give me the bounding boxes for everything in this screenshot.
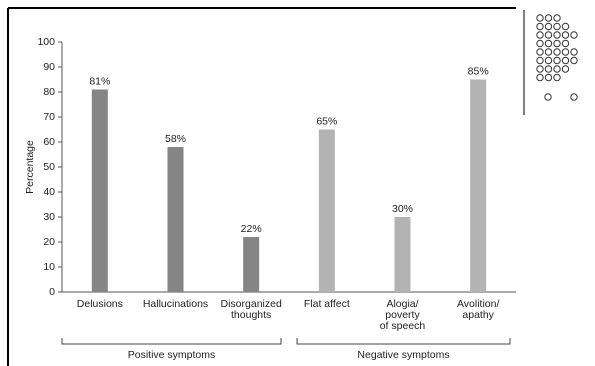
dot — [554, 66, 560, 72]
bar — [92, 90, 108, 293]
dot — [571, 57, 577, 63]
x-tick-label: of speech — [380, 320, 426, 332]
y-axis-label: Percentage — [24, 140, 36, 194]
dot — [545, 49, 551, 55]
value-label: 22% — [241, 223, 262, 235]
bar — [395, 217, 411, 292]
dot — [571, 32, 577, 38]
dot — [562, 49, 568, 55]
dot — [537, 74, 543, 80]
dot — [554, 23, 560, 29]
dot — [537, 32, 543, 38]
dot — [537, 40, 543, 46]
dot — [545, 57, 551, 63]
value-label: 81% — [89, 75, 110, 87]
dot — [537, 57, 543, 63]
value-label: 65% — [316, 115, 337, 127]
x-tick-label: apathy — [462, 309, 494, 321]
dot — [545, 40, 551, 46]
group-bracket — [62, 338, 281, 344]
y-tick-label: 50 — [43, 161, 55, 173]
dot — [562, 32, 568, 38]
dot — [545, 94, 551, 100]
value-label: 85% — [468, 65, 489, 77]
dot — [562, 57, 568, 63]
dot — [554, 74, 560, 80]
x-tick-label: Flat affect — [304, 298, 350, 310]
y-tick-label: 80 — [43, 86, 55, 98]
dot — [537, 66, 543, 72]
y-tick-label: 10 — [43, 261, 55, 273]
y-tick-label: 100 — [37, 36, 55, 48]
dot — [545, 15, 551, 21]
dot — [537, 49, 543, 55]
dot — [545, 23, 551, 29]
bar — [243, 237, 259, 292]
x-tick-label: thoughts — [231, 309, 271, 321]
bar — [168, 147, 184, 292]
slide: Percentage 0 10 20 30 40 50 60 70 80 90 100 Delusio… — [0, 0, 595, 366]
dot — [554, 57, 560, 63]
y-tick-label: 30 — [43, 211, 55, 223]
dot — [554, 32, 560, 38]
dot — [554, 40, 560, 46]
decoration — [537, 15, 577, 100]
dot — [562, 66, 568, 72]
group-label: Negative symptoms — [357, 349, 449, 361]
y-tick-label: 70 — [43, 111, 55, 123]
value-label: 30% — [392, 203, 413, 215]
dot — [545, 66, 551, 72]
y-tick-label: 20 — [43, 236, 55, 248]
y-tick-label: 0 — [49, 286, 55, 298]
y-tick-label: 40 — [43, 186, 55, 198]
dot — [545, 74, 551, 80]
dot — [571, 94, 577, 100]
dot — [571, 49, 577, 55]
dot — [554, 15, 560, 21]
dot — [537, 23, 543, 29]
dot — [554, 49, 560, 55]
group-label: Positive symptoms — [128, 349, 216, 361]
bar — [470, 80, 486, 293]
x-tick-label: Delusions — [77, 298, 123, 310]
bar — [319, 130, 335, 293]
y-tick-label: 90 — [43, 61, 55, 73]
y-tick-label: 60 — [43, 136, 55, 148]
dot — [537, 15, 543, 21]
group-bracket — [297, 338, 510, 344]
dot — [562, 23, 568, 29]
value-label: 58% — [165, 133, 186, 145]
dot — [562, 40, 568, 46]
x-tick-label: Hallucinations — [143, 298, 208, 310]
dot — [545, 32, 551, 38]
